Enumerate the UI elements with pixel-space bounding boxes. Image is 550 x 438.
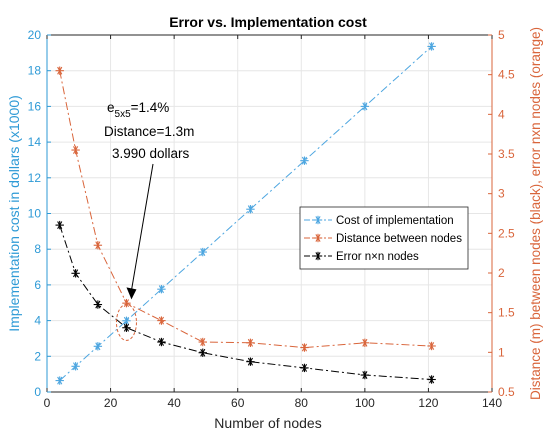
axes <box>46 34 493 393</box>
y-right-tick-label: 2 <box>498 266 505 280</box>
annotation-distance-text: Distance=1.3m <box>104 124 194 139</box>
data-point-error-n-n-nodes <box>157 337 166 347</box>
y-right-tick-label: 0.5 <box>498 385 515 399</box>
data-point-distance-between-nodes <box>198 337 207 347</box>
y-right-tick-label: 5 <box>498 28 505 42</box>
data-point-cost-of-implementation <box>93 342 103 351</box>
legend-swatch-marker <box>313 215 323 225</box>
y-left-tick-label: 12 <box>28 171 42 185</box>
legend-label-distance-between-nodes: Distance between nodes <box>336 233 462 245</box>
data-point-error-n-n-nodes <box>427 375 436 384</box>
y-left-tick-label: 2 <box>34 349 41 363</box>
data-point-distance-between-nodes <box>157 316 166 325</box>
y-right-tick-label: 2.5 <box>498 226 515 240</box>
annotation: e5x5=1.4% Distance=1.3m 3.990 dollars <box>104 100 194 341</box>
legend-label-error-n-n-nodes: Error n×n nodes <box>336 251 419 263</box>
data-point-cost-of-implementation <box>360 102 370 111</box>
series-layer <box>55 42 436 385</box>
y-left-tick-label: 4 <box>34 314 41 328</box>
data-point-distance-between-nodes <box>122 298 131 308</box>
legend-label-cost-of-implementation: Cost of implementation <box>336 215 454 227</box>
y-left-tick-label: 6 <box>34 278 41 292</box>
y-left-tick-label: 14 <box>28 135 42 149</box>
x-tick-label: 20 <box>104 396 118 410</box>
legend: Cost of implementation Distance between n… <box>299 206 469 270</box>
data-point-distance-between-nodes <box>427 341 436 351</box>
x-tick-label: 120 <box>418 396 438 410</box>
x-tick-label: 80 <box>295 396 309 410</box>
y-axis-right-label: Distance (m) between nodes (black), erro… <box>528 27 543 400</box>
y-left-tick-label: 20 <box>28 28 42 42</box>
y-right-tick-label: 3.5 <box>498 147 515 161</box>
series-line-distance-between-nodes <box>59 70 432 349</box>
y-right-tick-label: 1 <box>498 345 505 359</box>
y-left-tick-label: 10 <box>28 207 42 221</box>
data-point-cost-of-implementation <box>246 205 255 214</box>
data-point-distance-between-nodes <box>300 343 309 352</box>
y-right-tick-label: 4 <box>498 107 505 121</box>
y-left-tick-label: 16 <box>28 99 42 113</box>
data-point-cost-of-implementation <box>198 247 207 257</box>
legend-swatch-marker <box>313 233 323 243</box>
y-left-tick-label: 8 <box>34 242 41 256</box>
data-point-cost-of-implementation <box>55 376 64 385</box>
annotation-cost-text: 3.990 dollars <box>112 146 190 161</box>
data-point-error-n-n-nodes <box>360 370 370 380</box>
data-point-error-n-n-nodes <box>246 357 255 366</box>
data-point-cost-of-implementation <box>300 156 309 165</box>
legend-swatch-marker <box>313 251 323 261</box>
data-point-error-n-n-nodes <box>71 269 80 278</box>
data-point-error-n-n-nodes <box>93 300 103 309</box>
data-point-distance-between-nodes <box>93 241 103 250</box>
y-left-tick-label: 18 <box>28 64 42 78</box>
y-axis-left-label: Implementation cost in dollars (x1000) <box>6 95 22 332</box>
data-point-distance-between-nodes <box>71 145 80 155</box>
data-point-cost-of-implementation <box>122 316 131 325</box>
chart-title: Error vs. Implementation cost <box>169 14 367 30</box>
data-point-distance-between-nodes <box>55 66 64 75</box>
x-tick-label: 100 <box>355 396 375 410</box>
y-right-tick-label: 3 <box>498 187 505 201</box>
x-tick-label: 0 <box>44 396 51 410</box>
data-point-cost-of-implementation <box>157 284 166 294</box>
x-tick-label: 140 <box>482 396 502 410</box>
y-right-tick-label: 4.5 <box>498 68 515 82</box>
x-tick-label: 60 <box>231 396 245 410</box>
x-axis-label: Number of nodes <box>214 415 321 431</box>
annotation-error-text: e5x5=1.4% <box>107 100 169 120</box>
data-point-error-n-n-nodes <box>198 348 207 357</box>
series-line-cost-of-implementation <box>59 46 432 381</box>
annotation-arrowhead <box>126 287 137 300</box>
data-point-error-n-n-nodes <box>55 220 64 230</box>
tick-labels: 0 20 40 60 80 100 120 140 0 2 4 6 8 10 12 14 16 18 20 0.5 1 1… <box>28 28 515 410</box>
data-point-cost-of-implementation <box>427 42 436 51</box>
annotation-ellipse <box>115 303 137 341</box>
y-left-tick-label: 0 <box>34 385 41 399</box>
data-point-cost-of-implementation <box>71 362 80 371</box>
y-right-tick-label: 1.5 <box>498 306 515 320</box>
annotation-arrow-line <box>130 163 154 291</box>
data-point-distance-between-nodes <box>360 338 370 348</box>
data-point-distance-between-nodes <box>246 338 255 348</box>
data-point-error-n-n-nodes <box>300 363 309 373</box>
x-tick-label: 40 <box>167 396 181 410</box>
series-line-error-n-n-nodes <box>59 224 432 380</box>
data-point-error-n-n-nodes <box>122 323 131 332</box>
